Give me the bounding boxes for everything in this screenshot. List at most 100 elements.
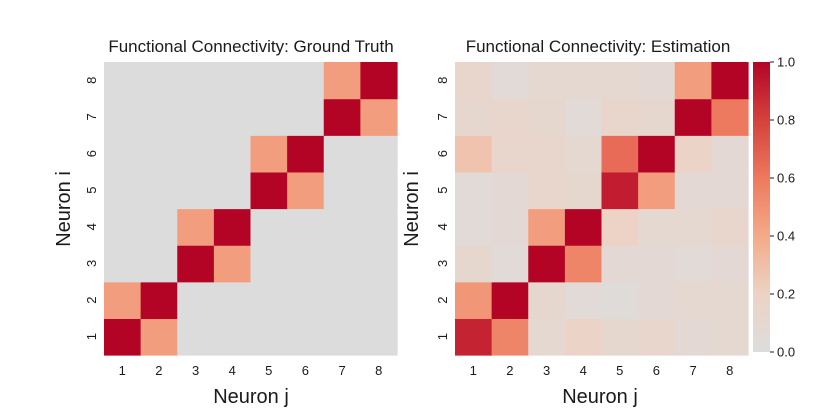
x-tick-label: 6: [302, 363, 309, 378]
heatmap-cell: [491, 245, 529, 283]
heatmap-cell: [455, 98, 493, 136]
heatmap-cell: [674, 98, 712, 136]
heatmap-cell: [104, 135, 142, 173]
heatmap-cell: [564, 62, 603, 100]
heatmap-cell: [491, 62, 529, 100]
heatmap-cell: [287, 135, 325, 173]
x-tick-label: 2: [506, 363, 513, 378]
y-tick-label: 4: [435, 223, 450, 230]
colorbar-tick-label: 0.2: [777, 287, 795, 302]
x-tick-label: 2: [155, 363, 162, 378]
heatmap-cell: [104, 208, 142, 246]
y-tick-label: 7: [84, 113, 99, 120]
heatmap-cell: [711, 62, 749, 100]
heatmap-cell: [674, 245, 712, 283]
heatmap-cell: [564, 135, 603, 173]
heatmap-cell: [711, 135, 749, 173]
heatmap-cell: [528, 171, 566, 210]
heatmap-cells-ground-truth: [104, 62, 398, 356]
colorbar-gradient: [753, 62, 770, 352]
heatmap-cell: [140, 171, 178, 210]
heatmap-cell: [104, 171, 142, 210]
colorbar-tick-label: 0.0: [777, 345, 795, 360]
y-tick-label: 4: [84, 223, 99, 230]
heatmap-estimation: Functional Connectivity: Estimation 1 2 3 4…: [401, 37, 749, 408]
heatmap-cell: [528, 318, 566, 356]
heatmap-cell: [674, 171, 712, 210]
heatmap-cell: [250, 135, 288, 173]
colorbar-tick-label: 0.8: [777, 113, 795, 128]
heatmap-cell: [360, 62, 398, 100]
heatmap-cell: [360, 281, 398, 319]
heatmap-cell: [491, 98, 529, 136]
heatmap-cell: [455, 135, 493, 173]
heatmap-cell: [250, 171, 288, 210]
chart-title-ground-truth: Functional Connectivity: Ground Truth: [108, 37, 393, 56]
y-axis-label-estimation: Neuron i: [401, 171, 423, 247]
heatmap-cell: [711, 98, 749, 136]
heatmap-cell: [323, 208, 361, 246]
heatmap-cell: [323, 318, 361, 356]
heatmap-cell: [177, 318, 215, 356]
heatmap-cell: [455, 245, 493, 283]
heatmap-cell: [491, 135, 529, 173]
colorbar-tick-label: 1.0: [777, 55, 795, 70]
colorbar: 0.0 0.2 0.4 0.6 0.8 1.0: [753, 55, 795, 360]
chart-title-estimation: Functional Connectivity: Estimation: [466, 37, 731, 56]
heatmap-cell: [455, 318, 493, 356]
x-axis-label-estimation: Neuron j: [562, 386, 638, 408]
heatmap-cells-estimation: [455, 62, 749, 356]
heatmap-cell: [140, 245, 178, 283]
heatmap-cell: [323, 62, 361, 100]
heatmap-cell: [711, 208, 749, 246]
heatmap-ground-truth: Functional Connectivity: Ground Truth 1 2…: [53, 37, 398, 408]
heatmap-cell: [287, 208, 325, 246]
heatmap-cell: [323, 281, 361, 319]
heatmap-cell: [323, 135, 361, 173]
heatmap-cell: [360, 171, 398, 210]
heatmap-cell: [564, 281, 603, 319]
heatmap-cell: [638, 318, 676, 356]
x-tick-label: 1: [119, 363, 126, 378]
heatmap-cell: [104, 281, 142, 319]
y-tick-label: 6: [84, 150, 99, 157]
heatmap-cell: [360, 318, 398, 356]
heatmap-cell: [104, 245, 142, 283]
heatmap-cell: [455, 62, 493, 100]
heatmap-cell: [250, 318, 288, 356]
colorbar-ticks: 0.0 0.2 0.4 0.6 0.8 1.0: [770, 55, 795, 360]
heatmap-cell: [213, 245, 252, 283]
heatmap-cell: [674, 281, 712, 319]
x-tick-label: 8: [375, 363, 382, 378]
y-axis-label-ground-truth: Neuron i: [53, 171, 75, 247]
heatmap-cell: [528, 281, 566, 319]
heatmap-cell: [213, 171, 252, 210]
y-tick-label: 3: [435, 260, 450, 267]
heatmap-cell: [213, 281, 252, 319]
x-tick-label: 4: [229, 363, 236, 378]
heatmap-cell: [491, 318, 529, 356]
y-tick-label: 8: [435, 77, 450, 84]
heatmap-cell: [177, 62, 215, 100]
heatmap-cell: [491, 171, 529, 210]
heatmap-cell: [213, 135, 252, 173]
heatmap-cell: [287, 171, 325, 210]
heatmap-cell: [140, 208, 178, 246]
heatmap-cell: [491, 208, 529, 246]
heatmap-cell: [104, 62, 142, 100]
heatmap-cell: [287, 62, 325, 100]
heatmap-cell: [528, 245, 566, 283]
y-tick-label: 5: [435, 187, 450, 194]
heatmap-cell: [564, 171, 603, 210]
heatmap-cell: [711, 171, 749, 210]
heatmap-cell: [601, 281, 639, 319]
y-tick-label: 6: [435, 150, 450, 157]
heatmap-cell: [711, 318, 749, 356]
heatmap-cell: [638, 62, 676, 100]
heatmap-cell: [287, 245, 325, 283]
heatmap-cell: [250, 281, 288, 319]
heatmap-cell: [528, 135, 566, 173]
heatmap-cell: [140, 135, 178, 173]
heatmap-cell: [528, 208, 566, 246]
heatmap-cell: [491, 281, 529, 319]
